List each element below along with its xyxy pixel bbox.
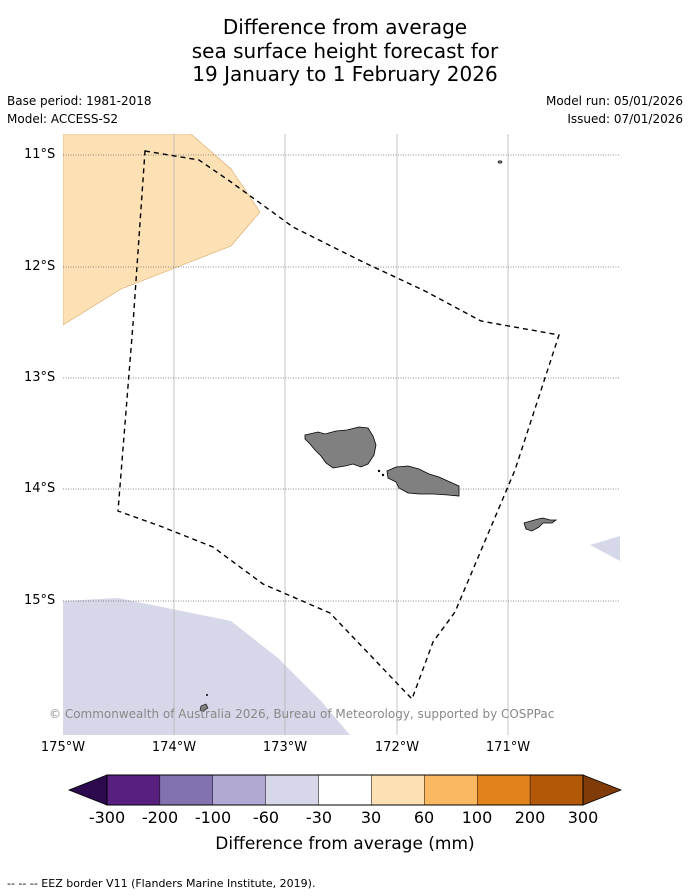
lat-label-11s: 11°S xyxy=(24,147,56,162)
colorbar-segment xyxy=(212,774,266,806)
colorbar-legend xyxy=(67,774,623,806)
map-area xyxy=(63,134,620,735)
title-line-3: 19 January to 1 February 2026 xyxy=(192,62,498,86)
colorbar-segment xyxy=(265,774,319,806)
colorbar-segment xyxy=(424,774,478,806)
eez-border xyxy=(117,150,560,701)
negative-anomaly-region-southwest xyxy=(63,598,350,735)
colorbar-tick-label: -100 xyxy=(194,808,232,827)
eez-footnote: -- -- -- EEZ border V11 (Flanders Marine… xyxy=(7,877,316,890)
lon-label-172w: 172°W xyxy=(374,740,420,755)
colorbar-tick-label: -200 xyxy=(141,808,179,827)
small-islet-south xyxy=(206,694,208,696)
lon-label-175w: 175°W xyxy=(40,740,86,755)
swains-island xyxy=(497,160,503,164)
colorbar-tick-label: 300 xyxy=(567,808,599,827)
longitude-gridlines xyxy=(173,134,509,735)
lon-label-173w: 173°W xyxy=(262,740,308,755)
latitude-gridlines xyxy=(63,154,620,602)
map-title: Difference from average sea surface heig… xyxy=(0,15,690,87)
title-line-2: sea surface height forecast for xyxy=(191,38,499,63)
model-run: Model run: 05/01/2026 xyxy=(545,94,683,108)
lat-label-12s: 12°S xyxy=(24,259,56,274)
lat-label-13s: 13°S xyxy=(24,370,56,385)
colorbar-tick-label: 30 xyxy=(360,808,382,827)
colorbar-tick-label: -60 xyxy=(252,808,280,827)
colorbar-outline xyxy=(106,774,584,806)
colorbar-extend-low xyxy=(67,774,108,806)
lat-label-15s: 15°S xyxy=(24,593,56,608)
colorbar-tick-label: -30 xyxy=(305,808,333,827)
colorbar-segment xyxy=(159,774,213,806)
lon-label-171w: 171°W xyxy=(485,740,531,755)
colorbar-tick-label: 200 xyxy=(514,808,546,827)
lon-label-174w: 174°W xyxy=(151,740,197,755)
positive-anomaly-region xyxy=(63,134,261,326)
title-line-1: Difference from average xyxy=(222,15,468,39)
colorbar-tick-label: 100 xyxy=(461,808,493,827)
model-name: Model: ACCESS-S2 xyxy=(7,112,119,126)
colorbar-tick-label: -300 xyxy=(88,808,126,827)
tutuila-island xyxy=(523,517,558,532)
colorbar-title: Difference from average (mm) xyxy=(215,834,475,854)
islet-manono xyxy=(381,473,385,477)
copyright-notice: © Commonwealth of Australia 2026, Bureau… xyxy=(49,707,555,721)
islet-apolima xyxy=(377,469,381,473)
colorbar-extend-high xyxy=(582,774,623,806)
map-canvas xyxy=(63,134,620,735)
colorbar-segment xyxy=(318,774,372,806)
upolu-island xyxy=(386,465,460,497)
colorbar-segment xyxy=(371,774,425,806)
small-island-south xyxy=(199,703,209,712)
colorbar-segment xyxy=(106,774,161,806)
colorbar-tick-label: 60 xyxy=(413,808,435,827)
negative-anomaly-region-east xyxy=(590,536,620,561)
lat-label-14s: 14°S xyxy=(24,481,56,496)
colorbar-segment xyxy=(529,774,584,806)
colorbar-segment xyxy=(477,774,531,806)
issued-date: Issued: 07/01/2026 xyxy=(567,112,683,126)
base-period: Base period: 1981-2018 xyxy=(7,94,152,108)
savaii-island xyxy=(304,426,377,469)
